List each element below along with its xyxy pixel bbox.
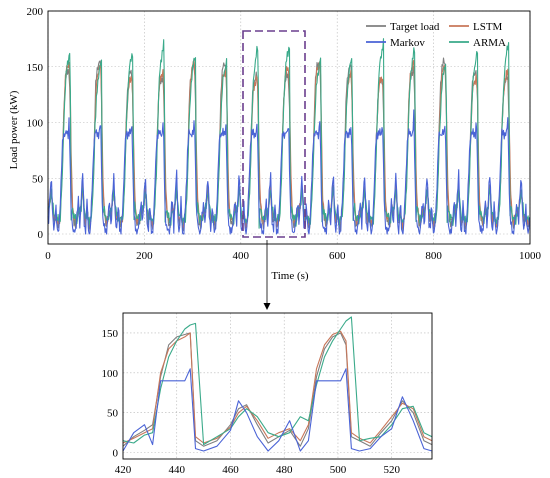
zoom-series-lstm: [122, 330, 433, 444]
zoom-y-tick-label: 100: [102, 368, 119, 380]
legend-label: ARMA: [473, 37, 506, 49]
main-x-tick-label: 800: [425, 250, 442, 262]
main-x-tick-label: 200: [136, 250, 153, 262]
main-y-axis-label: Load power (kW): [8, 90, 20, 169]
main-tick-labels: 0 200 400 600 800 1000 0 50 100 150 200: [27, 6, 542, 262]
legend-label: Markov: [390, 37, 425, 49]
zoom-y-tick-label: 50: [107, 408, 119, 420]
legend: Target load LSTM Markov ARMA: [366, 21, 506, 49]
zoom-plot-frame: [122, 312, 433, 460]
zoom-y-tick-label: 150: [102, 328, 119, 340]
main-y-tick-label: 150: [27, 62, 44, 74]
main-y-tick-label: 0: [38, 229, 44, 241]
zoom-x-tick-label: 500: [330, 464, 347, 476]
legend-label: Target load: [390, 21, 440, 33]
zoom-y-tick-label: 0: [113, 448, 119, 460]
main-y-tick-label: 100: [27, 118, 44, 130]
zoom-x-tick-label: 460: [222, 464, 239, 476]
zoom-series-group: [122, 316, 433, 452]
main-x-tick-label: 0: [45, 250, 51, 262]
zoom-highlight-box: [242, 30, 306, 238]
zoom-tick-labels: 420 440 460 480 500 520 0 50 100 150: [102, 328, 401, 476]
zoom-series-arma: [122, 316, 433, 446]
zoom-x-tick-label: 440: [168, 464, 185, 476]
main-series-arma: [47, 38, 531, 229]
main-y-tick-label: 50: [32, 173, 44, 185]
main-plot-frame: [47, 10, 531, 245]
zoom-x-tick-label: 420: [115, 464, 132, 476]
zoom-x-tick-label: 480: [276, 464, 293, 476]
zoom-connector-arrow: [263, 303, 271, 310]
zoom-grid: [122, 313, 432, 459]
legend-label: LSTM: [473, 21, 503, 33]
zoom-series-markov: [122, 368, 433, 452]
zoom-x-tick-label: 520: [383, 464, 400, 476]
main-series-markov: [47, 109, 531, 235]
main-series-group: [47, 38, 531, 235]
main-x-axis-label: Time (s): [271, 270, 309, 282]
main-x-tick-label: 400: [233, 250, 250, 262]
zoom-series-target-load: [122, 332, 433, 447]
main-x-tick-label: 600: [329, 250, 346, 262]
main-x-tick-label: 1000: [519, 250, 542, 262]
main-y-tick-label: 200: [27, 6, 44, 18]
main-grid: [47, 10, 531, 244]
